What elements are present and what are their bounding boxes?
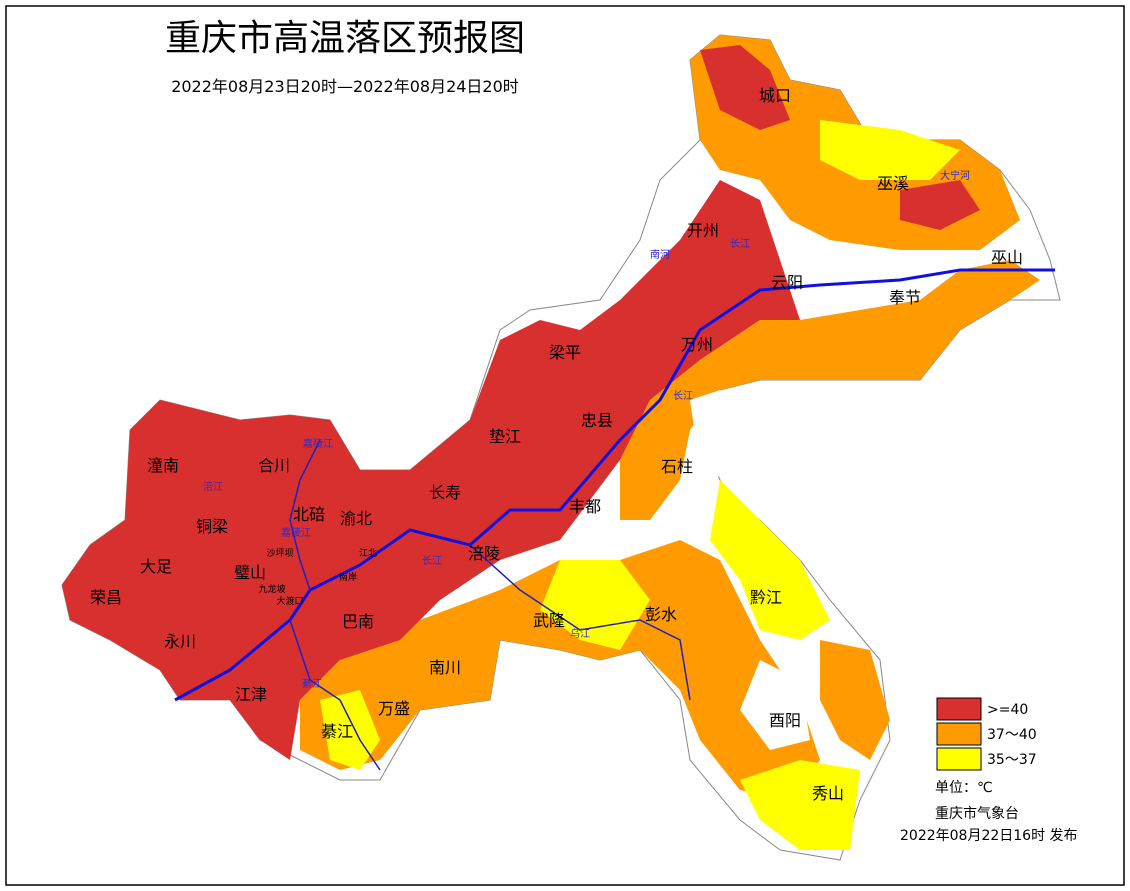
- district-label: 璧山: [234, 563, 266, 582]
- small-district-label: 南岸: [339, 571, 357, 583]
- district-label: 潼南: [147, 456, 179, 475]
- district-label: 合川: [258, 456, 290, 475]
- orange-zone: [820, 640, 890, 760]
- yellow-zone: [320, 690, 380, 770]
- river-label: 嘉陵江: [303, 437, 333, 450]
- orange-zone: [620, 260, 1040, 520]
- river-wujiang: [469, 544, 691, 701]
- river-label: 乌江: [570, 627, 590, 640]
- river-label: 南河: [650, 248, 670, 261]
- district-label: 武隆: [533, 611, 565, 630]
- district-label: 忠县: [581, 411, 613, 430]
- river-label: 长江: [422, 555, 442, 567]
- district-label: 城口: [759, 86, 791, 105]
- yellow-zone: [540, 560, 650, 650]
- river-yangtze: [174, 268, 1055, 702]
- white-patch: [690, 390, 740, 480]
- district-label: 荣昌: [90, 588, 122, 607]
- orange-zone: [300, 540, 820, 800]
- district-label: 万盛: [378, 699, 410, 718]
- map-subtitle: 2022年08月23日20时—2022年08月24日20时: [171, 77, 519, 96]
- district-label: 江津: [235, 685, 267, 704]
- river-qijiang: [289, 619, 381, 771]
- district-label: 秀山: [812, 784, 844, 803]
- small-district-label: 沙坪坝: [266, 548, 293, 559]
- district-label: 永川: [164, 632, 196, 651]
- river-jialing: [289, 439, 321, 591]
- small-district-label: 大渡口: [276, 595, 303, 607]
- legend-label: 35～37: [987, 752, 1037, 768]
- small-district-label: 九龙坡: [258, 583, 285, 595]
- river-label: 长江: [673, 390, 693, 402]
- red-zone: [62, 180, 800, 760]
- district-label: 梁平: [549, 343, 581, 362]
- district-label: 黔江: [750, 588, 782, 607]
- district-label: 开州: [687, 221, 719, 240]
- district-label: 奉节: [889, 288, 921, 307]
- district-label: 云阳: [771, 273, 803, 292]
- unit-note: 单位：℃: [935, 780, 993, 796]
- district-label: 南川: [429, 658, 461, 677]
- district-label: 彭水: [645, 605, 677, 624]
- river-label: 大宁河: [940, 169, 970, 182]
- publisher: 重庆市气象台: [935, 805, 1019, 822]
- district-label: 北碚: [293, 505, 325, 524]
- river-label: 嘉陵江: [281, 526, 311, 539]
- river-label: 涪江: [203, 480, 223, 493]
- district-label: 垫江: [489, 427, 521, 446]
- issue-time: 2022年08月22日16时 发布: [900, 828, 1078, 844]
- red-zone: [900, 180, 980, 230]
- yellow-zone: [740, 760, 860, 850]
- white-patch: [740, 660, 810, 750]
- district-label: 渝北: [340, 509, 372, 528]
- district-label: 丰都: [569, 497, 601, 516]
- legend-swatch: [936, 722, 982, 746]
- legend: >=40 37～40 35～37: [936, 697, 1037, 771]
- district-label: 大足: [140, 557, 172, 576]
- yellow-zone: [710, 480, 830, 640]
- district-label: 铜梁: [196, 517, 228, 536]
- legend-swatch: [936, 747, 982, 771]
- yellow-zone: [820, 120, 960, 180]
- district-label: 石柱: [661, 457, 693, 476]
- district-label: 巫山: [991, 248, 1023, 267]
- district-label: 长寿: [429, 483, 461, 502]
- legend-label: 37～40: [987, 727, 1037, 743]
- small-district-label: 江北: [359, 548, 377, 559]
- district-label: 涪陵: [468, 544, 500, 563]
- district-label: 綦江: [321, 722, 353, 741]
- river-label: 綦江: [302, 677, 322, 690]
- red-zone: [700, 45, 790, 130]
- district-label: 巴南: [342, 612, 374, 631]
- legend-label: >=40: [987, 702, 1028, 718]
- legend-swatch: [936, 697, 982, 721]
- map-title: 重庆市高温落区预报图: [165, 18, 525, 59]
- district-label: 万州: [681, 335, 713, 354]
- district-label: 巫溪: [877, 174, 909, 193]
- river-label: 长江: [730, 238, 750, 250]
- district-label: 酉阳: [769, 711, 801, 730]
